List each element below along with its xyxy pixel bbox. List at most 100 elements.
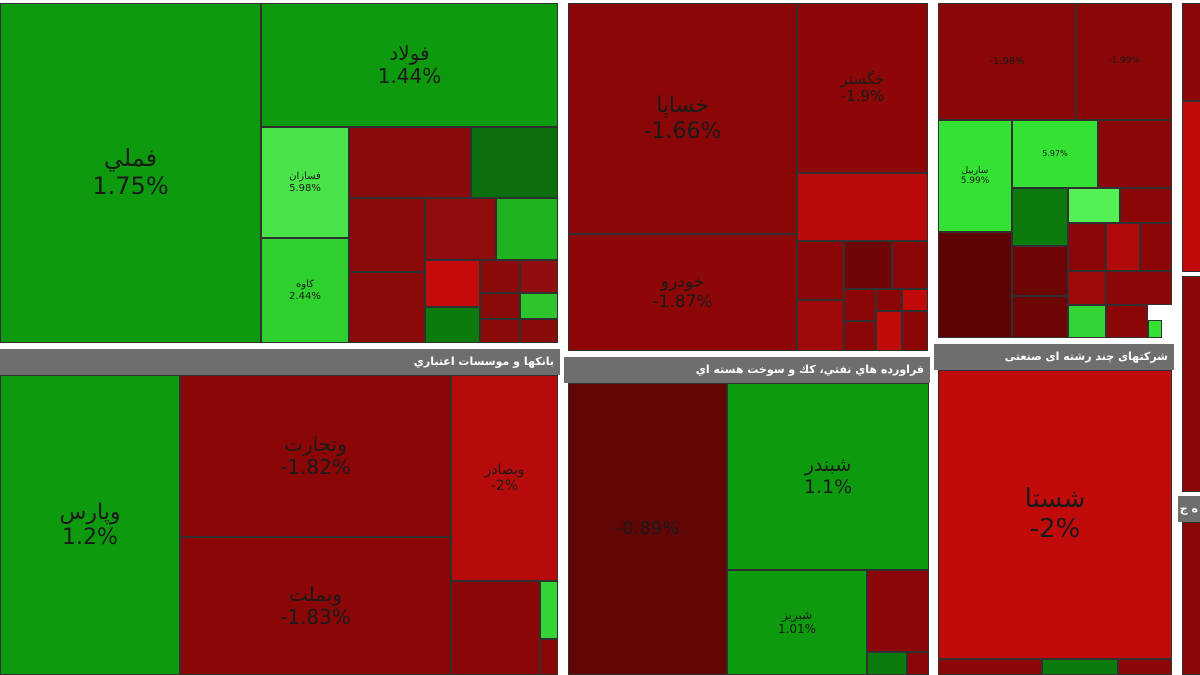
stock-change: -1.99% [1108,56,1140,67]
sector-header[interactable]: ه ج [1178,496,1200,522]
stock-symbol: کاوه [296,279,314,290]
stock-tile[interactable] [1106,223,1140,271]
stock-tile[interactable]: خساپا -1.66% [568,3,797,234]
stock-tile[interactable]: 5.97% [1012,120,1098,188]
stock-tile[interactable] [867,652,907,675]
stock-tile[interactable] [480,319,520,343]
stock-tile[interactable] [520,319,558,343]
stock-tile[interactable] [844,321,876,351]
sector-header[interactable]: بانکها و موسسات اعتباري [0,349,560,375]
stock-tile[interactable] [520,260,558,293]
stock-tile[interactable] [1148,320,1162,338]
stock-tile[interactable]: کاوه 2.44% [261,238,349,343]
stock-tile[interactable]: شستا -2% [938,370,1172,659]
stock-symbol: فملي [103,144,158,173]
stock-change: 5.98% [289,182,321,194]
stock-tile[interactable] [876,289,902,311]
stock-tile[interactable] [844,289,876,321]
stock-tile[interactable] [1068,188,1120,223]
stock-change: 1.2% [62,525,118,550]
stock-change: 1.01% [777,621,817,636]
stock-tile[interactable] [1068,305,1106,338]
stock-tile[interactable]: خودرو -1.87% [568,234,797,351]
stock-tile[interactable]: -1.98% [938,3,1076,120]
stock-change: 2.44% [289,290,321,302]
stock-tile[interactable]: وبصادر -2% [451,375,558,581]
stock-tile[interactable] [1182,3,1200,101]
stock-tile[interactable]: شبريز 1.01% [727,570,867,675]
stock-tile[interactable] [471,127,558,198]
stock-tile[interactable]: وبملت -1.83% [180,537,451,675]
stock-change: 5.99% [960,176,990,186]
stock-change: -1.82% [280,455,351,479]
stock-change: 1.44% [377,64,442,88]
stock-tile[interactable] [451,581,540,675]
stock-tile[interactable] [902,289,928,311]
stock-tile[interactable] [1182,522,1200,675]
stock-tile[interactable] [349,272,425,343]
stock-tile[interactable]: ساربیل 5.99% [938,120,1012,232]
stock-change: 1.75% [92,172,169,200]
stock-tile[interactable] [1106,305,1148,338]
stock-symbol: وپارس [59,499,121,525]
stock-tile[interactable] [938,232,1012,338]
stock-tile[interactable] [540,639,558,675]
stock-tile[interactable] [1042,659,1118,675]
stock-tile[interactable] [1068,271,1106,305]
stock-tile[interactable]: وپارس 1.2% [0,375,180,675]
stock-symbol: وبملت [288,582,343,606]
stock-tile[interactable] [1140,223,1172,271]
stock-tile[interactable]: فسازان 5.98% [261,127,349,238]
sector-panel-industrial-misc: -1.98% -1.99% ساربیل 5.99% 5.97% [934,0,1174,340]
stock-tile[interactable]: -0.89% [568,383,727,675]
stock-tile[interactable] [349,127,471,198]
stock-change: -2% [1029,513,1081,544]
stock-tile[interactable] [1118,659,1172,675]
stock-tile[interactable]: -1.99% [1076,3,1172,120]
sector-panel-automotive: خساپا -1.66% خگستر -1.9% خودرو -1.87% [564,0,930,353]
stock-tile[interactable] [520,293,558,319]
stock-tile[interactable] [844,241,892,289]
sector-panel-diversified-holdings: شرکتهای چند رشته ای صنعتی شستا -2% [934,344,1174,675]
stock-tile[interactable] [876,311,902,351]
stock-tile[interactable] [797,300,844,351]
stock-tile[interactable] [867,570,929,652]
stock-tile[interactable] [797,173,928,241]
stock-tile[interactable] [1068,223,1106,271]
stock-symbol: خگستر [840,69,885,88]
stock-tile[interactable] [496,198,558,260]
stock-tile[interactable] [797,241,844,300]
stock-tile[interactable] [1182,101,1200,272]
stock-change: -1.66% [643,118,722,144]
stock-tile[interactable]: شبندر 1.1% [727,383,929,570]
stock-change: 1.1% [803,475,853,498]
stock-tile[interactable] [938,659,1042,675]
stock-tile[interactable] [540,581,558,639]
stock-tile[interactable]: خگستر -1.9% [797,3,928,173]
stock-tile[interactable] [1012,246,1068,296]
stock-tile[interactable] [480,293,520,319]
stock-tile[interactable] [1012,188,1068,246]
sector-header[interactable]: شرکتهای چند رشته ای صنعتی [934,344,1174,370]
stock-tile[interactable] [1182,276,1200,492]
stock-tile[interactable] [1106,271,1172,305]
stock-symbol: خساپا [656,93,709,119]
stock-tile[interactable]: فملي 1.75% [0,3,261,343]
stock-tile[interactable] [480,260,520,293]
stock-tile[interactable] [907,652,929,675]
stock-change: -2% [490,478,519,494]
stock-tile[interactable] [902,311,928,351]
stock-tile[interactable] [425,260,480,307]
stock-tile[interactable] [1120,188,1172,223]
stock-tile[interactable] [1098,120,1172,188]
stock-tile[interactable]: وتجارت -1.82% [180,375,451,537]
stock-tile[interactable]: فولاد 1.44% [261,3,558,127]
stock-tile[interactable] [349,198,425,272]
stock-symbol: شستا [1024,483,1086,514]
sector-header[interactable]: فراورده هاي نفتي، كك و سوخت هسته اي [564,357,930,383]
stock-tile[interactable] [425,198,496,260]
stock-symbol: وتجارت [284,432,347,456]
stock-tile[interactable] [425,307,480,343]
stock-tile[interactable] [892,241,928,289]
stock-tile[interactable] [1012,296,1068,338]
